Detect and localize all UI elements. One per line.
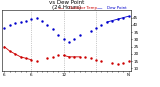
Text: Outdoor Temp: Outdoor Temp	[69, 6, 97, 10]
Text: Dew Point: Dew Point	[107, 6, 127, 10]
Title: Milwaukee Weather  Outdoor Temperature
vs Dew Point
(24 Hours): Milwaukee Weather Outdoor Temperature vs…	[8, 0, 125, 10]
Text: —: —	[96, 6, 102, 11]
Text: —: —	[58, 6, 64, 11]
